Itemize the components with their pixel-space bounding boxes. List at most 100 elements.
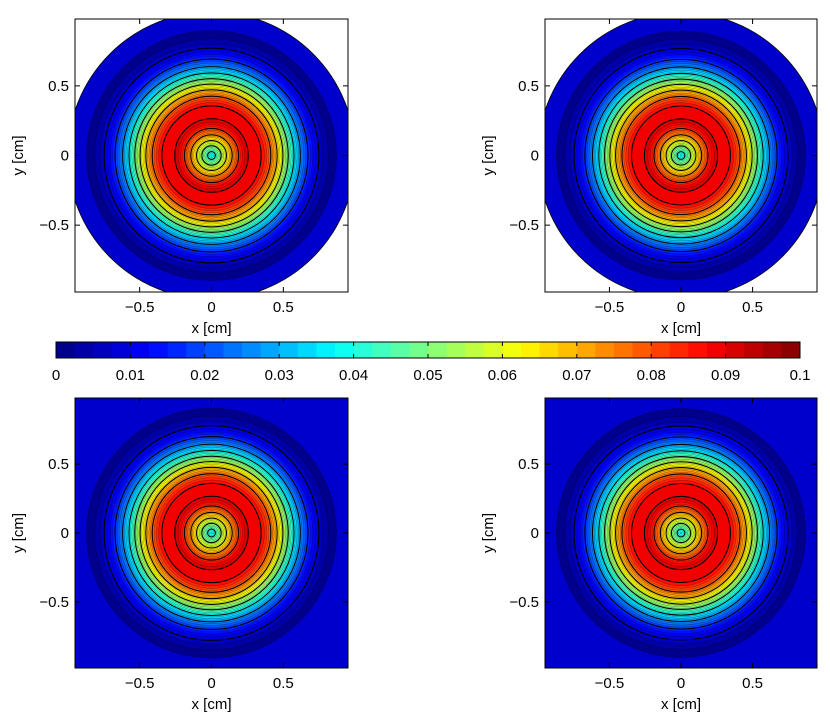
y-axis-label: y [cm] — [10, 136, 27, 176]
contour-line — [185, 129, 238, 182]
contour-line — [649, 501, 713, 565]
colorbar-segment — [725, 342, 745, 358]
contour-line — [128, 72, 295, 239]
colorbar-segment — [111, 342, 131, 358]
contour-line — [663, 515, 699, 551]
colorbar: 0 0.01 0.02 0.03 0.04 0.05 0.06 0.07 0.08 0.09 0.1 — [52, 341, 810, 384]
contour-line — [151, 473, 272, 593]
contour-line — [150, 471, 273, 595]
contour-line — [647, 121, 715, 190]
contour-line — [621, 95, 741, 216]
contour-line — [580, 54, 782, 257]
y-tick-label: −0.5 — [509, 217, 539, 234]
colorbar-tick-label: 0 — [52, 367, 60, 384]
x-tick-label: −0.5 — [125, 299, 155, 316]
contour-line — [148, 92, 275, 219]
contour-line — [603, 78, 759, 233]
contour-line — [130, 451, 293, 615]
contour-line — [144, 465, 279, 601]
contour-line — [197, 519, 226, 547]
contour-line — [153, 475, 270, 591]
contour-line — [86, 30, 337, 281]
y-tick-label: 0 — [61, 148, 69, 165]
colorbar-segment — [409, 342, 429, 358]
contour-line — [203, 524, 220, 542]
contour-line — [199, 143, 224, 168]
contour-line — [630, 105, 732, 206]
contour-line — [655, 507, 707, 559]
contour-line — [139, 83, 284, 228]
contour-line — [118, 440, 305, 626]
contour-band — [210, 154, 213, 157]
contour-line — [114, 435, 309, 631]
contour-line — [628, 480, 734, 586]
contour-line — [158, 479, 265, 587]
colorbar-segment — [186, 342, 206, 358]
contour-line — [649, 124, 713, 187]
colorbar-segment — [260, 342, 280, 358]
colorbar-tick-label: 0.01 — [116, 367, 145, 384]
colorbar-segment — [744, 342, 764, 358]
contour-line — [190, 511, 233, 555]
contour-line — [620, 472, 742, 594]
contour-line — [620, 94, 742, 217]
contour-line — [133, 454, 290, 612]
plot-area — [75, 19, 348, 292]
contour-line — [94, 416, 329, 650]
contour-line — [615, 467, 747, 599]
contour-line — [199, 520, 224, 546]
y-tick-label: −0.5 — [39, 594, 69, 611]
contour-line — [195, 517, 228, 549]
y-tick-label: 0 — [61, 525, 69, 542]
y-tick-label: −0.5 — [39, 217, 69, 234]
colorbar-segment — [372, 342, 392, 358]
contour-line — [611, 85, 751, 226]
contour-line — [580, 432, 782, 634]
colorbar-segment — [297, 342, 317, 358]
contour-line — [194, 138, 229, 173]
contour-line — [658, 133, 704, 178]
contour-line — [201, 522, 222, 544]
contour-line — [128, 449, 295, 617]
contour-line — [595, 70, 767, 241]
colorbar-segment — [74, 342, 94, 358]
contour-line — [667, 519, 695, 547]
contour-line — [657, 131, 705, 180]
contour-line — [621, 473, 741, 593]
contour-line — [127, 71, 296, 240]
contour-line — [668, 520, 694, 546]
contour-line — [203, 147, 220, 164]
contour-line — [147, 91, 276, 220]
contour-line — [665, 140, 697, 171]
contour-line — [138, 460, 285, 606]
contour-line — [593, 445, 769, 621]
colorbar-segment — [576, 342, 596, 358]
contour-line — [593, 68, 769, 243]
colorbar-tick-label: 0.05 — [413, 367, 442, 384]
colorbar-segment — [781, 342, 801, 358]
contour-line — [155, 99, 268, 212]
contour-line — [577, 51, 785, 260]
contour-line — [668, 143, 694, 168]
contour-line — [556, 408, 806, 658]
contour-line — [608, 460, 754, 606]
x-tick-label: −0.5 — [125, 675, 155, 692]
contour-line — [630, 482, 732, 584]
contour-line — [177, 499, 246, 567]
contour-line — [569, 44, 793, 267]
contour-line — [678, 152, 684, 159]
x-axis-label: x [cm] — [192, 696, 232, 713]
colorbar-segment — [56, 342, 75, 358]
contour-line — [99, 43, 324, 268]
colorbar-segment — [390, 342, 410, 358]
contour-line — [118, 62, 305, 249]
contour-line — [625, 100, 737, 211]
colorbar-segment — [483, 342, 503, 358]
contour-line — [659, 511, 703, 555]
contour-line — [601, 75, 761, 236]
colorbar-segment — [502, 342, 522, 358]
contour-line — [669, 144, 693, 167]
contour-line — [112, 56, 311, 255]
contour-line — [120, 64, 303, 247]
